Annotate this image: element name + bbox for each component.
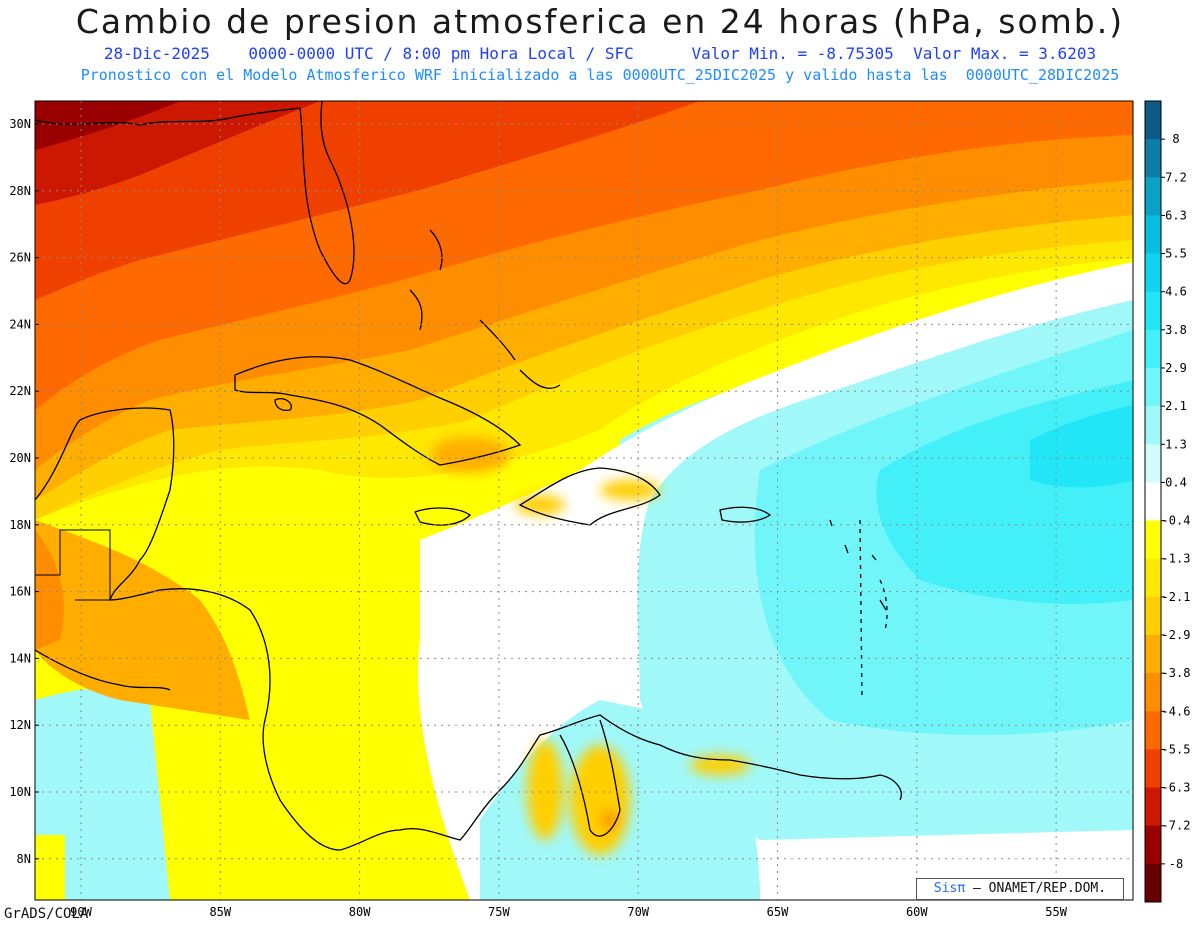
colorbar-label: 3.8 bbox=[1165, 323, 1187, 337]
lon-label: 85W bbox=[209, 905, 231, 919]
lat-label: 10N bbox=[9, 785, 31, 799]
colorbar-label: -0.4 bbox=[1162, 514, 1191, 528]
colorbar-swatch bbox=[1145, 139, 1161, 178]
colorbar-label: 7.2 bbox=[1165, 170, 1187, 184]
colorbar-swatch bbox=[1145, 101, 1161, 140]
colorbar-swatch bbox=[1145, 444, 1161, 483]
plot-frame bbox=[34, 100, 1134, 901]
lon-label: 70W bbox=[627, 905, 649, 919]
gridlines bbox=[35, 101, 1133, 900]
lat-label: 18N bbox=[9, 518, 31, 532]
latitude-labels: 30N 28N 26N 24N 22N 20N 18N 16N 14N 12N 10N 8N bbox=[9, 117, 31, 866]
colorbar-swatch bbox=[1145, 596, 1161, 636]
colorbar-label: -3.8 bbox=[1162, 666, 1191, 680]
lat-label: 26N bbox=[9, 251, 31, 265]
colorbar-label: 5.5 bbox=[1165, 247, 1187, 261]
colorbar-swatch bbox=[1145, 711, 1161, 750]
lat-label: 28N bbox=[9, 184, 31, 198]
colorbar-swatch bbox=[1145, 215, 1161, 255]
colorbar-frame bbox=[1144, 100, 1162, 903]
colorbar-label: 2.9 bbox=[1165, 361, 1187, 375]
lat-label: 30N bbox=[9, 117, 31, 131]
colorbar-label: -2.1 bbox=[1162, 590, 1191, 604]
colorbar-swatch bbox=[1145, 520, 1161, 560]
lat-label: 20N bbox=[9, 451, 31, 465]
colorbar-swatch bbox=[1145, 749, 1161, 789]
colorbar-label: 4.6 bbox=[1165, 285, 1187, 299]
lon-label: 75W bbox=[488, 905, 510, 919]
colorbar-label: 0.4 bbox=[1165, 475, 1187, 489]
field-shading bbox=[35, 101, 1133, 900]
colorbar-label: 6.3 bbox=[1165, 208, 1187, 222]
lat-label: 16N bbox=[9, 585, 31, 599]
colorbar-label: -5.5 bbox=[1162, 742, 1191, 756]
lat-label: 12N bbox=[9, 718, 31, 732]
map-subtitle-model: Pronostico con el Modelo Atmosferico WRF… bbox=[80, 66, 1120, 84]
colorbar-label: -7.2 bbox=[1162, 819, 1191, 833]
colorbar-label: -2.9 bbox=[1162, 628, 1191, 642]
colorbar-swatch bbox=[1145, 863, 1161, 903]
colorbar-swatch bbox=[1145, 482, 1161, 522]
lon-label: 60W bbox=[906, 905, 928, 919]
lat-label: 22N bbox=[9, 384, 31, 398]
lat-label: 8N bbox=[17, 852, 31, 866]
colorbar-swatch bbox=[1145, 673, 1161, 712]
country-borders bbox=[35, 529, 111, 601]
colorbar-swatch bbox=[1145, 558, 1161, 598]
map-title: Cambio de presion atmosferica en 24 hora… bbox=[75, 2, 1125, 41]
colorbar-swatch bbox=[1145, 825, 1161, 865]
lat-label: 24N bbox=[9, 317, 31, 331]
colorbar-label: -8 bbox=[1169, 857, 1183, 871]
lon-label: 55W bbox=[1045, 905, 1067, 919]
colorbar-swatch bbox=[1145, 787, 1161, 827]
colorbar: 8 7.2 6.3 5.5 4.6 3.8 2.9 2.1 1.3 0.4 -0.4 -1.3 -2.1… bbox=[1144, 100, 1191, 903]
longitude-labels: 90W 85W 80W 75W 70W 65W 60W 55W bbox=[70, 905, 1068, 919]
lon-label: 65W bbox=[767, 905, 789, 919]
colorbar-swatch bbox=[1145, 635, 1161, 674]
lon-label: 80W bbox=[349, 905, 371, 919]
map-subtitle-date: 28-Dic-2025 0000-0000 UTC / 8:00 pm Hora… bbox=[103, 44, 1097, 63]
colorbar-label: 8 bbox=[1172, 132, 1179, 146]
colorbar-label: 2.1 bbox=[1165, 399, 1187, 413]
lat-label: 14N bbox=[9, 651, 31, 665]
onamet-credit: – ONAMET/REP.DOM. bbox=[973, 881, 1107, 896]
colorbar-label: -1.3 bbox=[1162, 552, 1191, 566]
colorbar-label: 1.3 bbox=[1165, 437, 1187, 451]
colorbar-swatch bbox=[1145, 406, 1161, 445]
sis-logo-box: Sisπ – ONAMET/REP.DOM. bbox=[916, 878, 1124, 900]
colorbar-swatch bbox=[1145, 329, 1161, 369]
colorbar-swatch bbox=[1145, 368, 1161, 407]
lon-label: 90W bbox=[70, 905, 92, 919]
colorbar-label: -6.3 bbox=[1162, 781, 1191, 795]
sis-logo-text: Sisπ bbox=[933, 881, 966, 896]
colorbar-label: -4.6 bbox=[1162, 704, 1191, 718]
colorbar-swatch bbox=[1145, 253, 1161, 293]
colorbar-swatch bbox=[1145, 291, 1161, 331]
colorbar-swatch bbox=[1145, 177, 1161, 216]
grads-credit: GrADS/COLA bbox=[4, 906, 89, 922]
coastlines bbox=[35, 101, 902, 851]
